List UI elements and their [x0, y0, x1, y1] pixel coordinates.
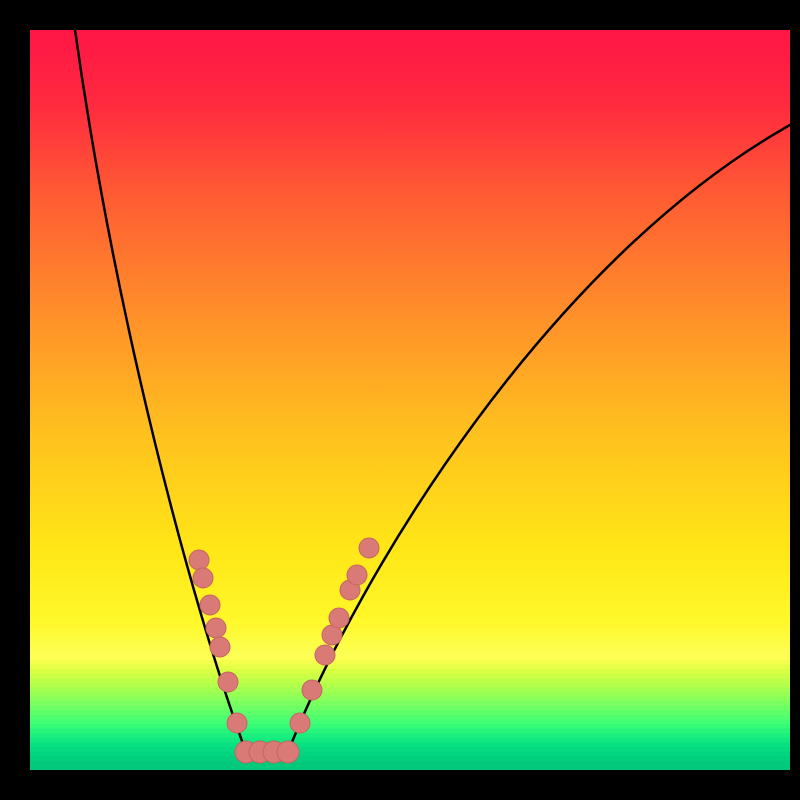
- frame-top: [0, 0, 800, 30]
- marker-dot: [359, 538, 379, 558]
- plot-area: [30, 30, 790, 770]
- frame-left: [0, 0, 30, 800]
- marker-dot: [210, 637, 230, 657]
- frame-right: [790, 0, 800, 800]
- marker-dot: [290, 713, 310, 733]
- marker-dot: [193, 568, 213, 588]
- marker-dot: [302, 680, 322, 700]
- marker-dot: [329, 608, 349, 628]
- marker-dot: [206, 618, 226, 638]
- marker-dot: [315, 645, 335, 665]
- stage: TheBottleneck.com: [0, 0, 800, 800]
- marker-dot: [227, 713, 247, 733]
- marker-dot: [218, 672, 238, 692]
- v-curve-path: [75, 30, 790, 752]
- marker-dot: [189, 550, 209, 570]
- marker-dot: [200, 595, 220, 615]
- curve-layer: [30, 30, 790, 770]
- marker-dot: [347, 565, 367, 585]
- frame-bottom: [0, 770, 800, 800]
- marker-group: [189, 538, 379, 763]
- marker-dot: [277, 741, 299, 763]
